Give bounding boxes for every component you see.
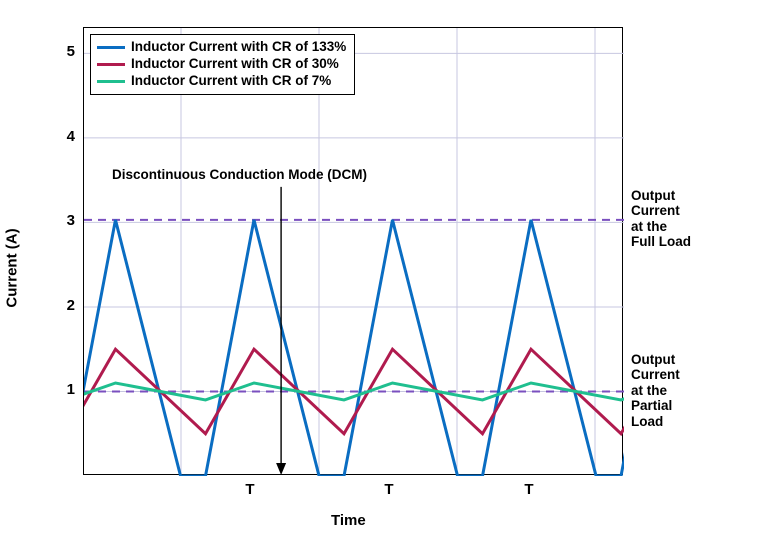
legend-swatch-icon (97, 80, 125, 83)
x-tick-label: T (245, 481, 254, 498)
legend-label: Inductor Current with CR of 30% (131, 56, 339, 73)
legend-item-cr7: Inductor Current with CR of 7% (97, 73, 346, 90)
y-tick-label: 2 (55, 297, 75, 314)
dcm-annotation-text: Discontinuous Conduction Mode (DCM) (112, 167, 367, 182)
x-axis-label: Time (331, 512, 366, 529)
ref-label-line: at the (631, 219, 691, 235)
y-tick-label: 3 (55, 212, 75, 229)
legend-swatch-icon (97, 46, 125, 49)
x-tick-label: T (524, 481, 533, 498)
ref-label-line: at the (631, 383, 680, 399)
legend-item-cr133: Inductor Current with CR of 133% (97, 39, 346, 56)
x-tick-label: T (384, 481, 393, 498)
plot-area: Inductor Current with CR of 133% Inducto… (83, 27, 623, 475)
ref-label-line: Partial (631, 398, 680, 414)
legend-label: Inductor Current with CR of 7% (131, 73, 331, 90)
legend-item-cr30: Inductor Current with CR of 30% (97, 56, 346, 73)
plot-svg (84, 28, 624, 476)
partial-load-label: OutputCurrentat thePartialLoad (631, 352, 680, 430)
y-tick-label: 1 (55, 381, 75, 398)
legend-swatch-icon (97, 63, 125, 66)
legend-label: Inductor Current with CR of 133% (131, 39, 346, 56)
full-load-label: OutputCurrentat theFull Load (631, 188, 691, 250)
figure-container: Current (A) Inductor Current with CR of … (0, 0, 780, 535)
ref-label-line: Output (631, 352, 680, 368)
y-tick-label: 5 (55, 43, 75, 60)
y-tick-label: 4 (55, 128, 75, 145)
ref-label-line: Current (631, 367, 680, 383)
ref-label-line: Current (631, 203, 691, 219)
legend: Inductor Current with CR of 133% Inducto… (90, 34, 355, 95)
y-axis-label: Current (A) (4, 228, 21, 307)
ref-label-line: Load (631, 414, 680, 430)
ref-label-line: Output (631, 188, 691, 204)
ref-label-line: Full Load (631, 234, 691, 250)
